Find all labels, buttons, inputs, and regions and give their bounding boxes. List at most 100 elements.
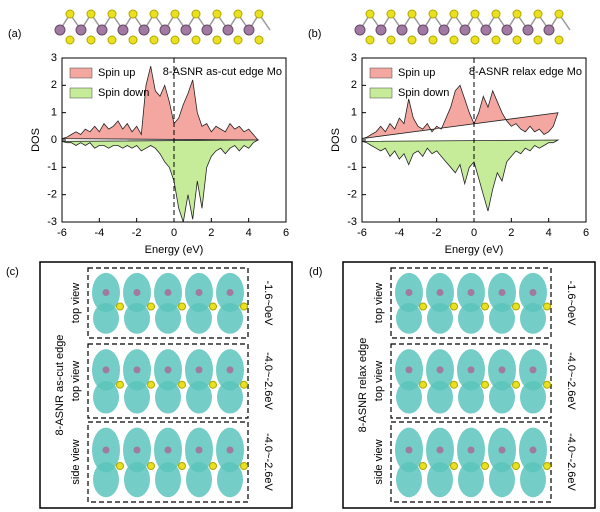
panel-title: 8-ASNR as-cut edge <box>54 335 66 436</box>
atom-s <box>116 380 124 389</box>
y-tick-label: 3 <box>351 52 357 64</box>
y-tick-label: 2 <box>351 79 357 91</box>
view-label: top view <box>373 361 385 401</box>
atom-mo <box>243 24 255 36</box>
atom-s <box>233 9 243 19</box>
atom-mo <box>96 24 108 36</box>
atom-s <box>450 302 458 311</box>
atom-mo <box>467 289 475 296</box>
panel-label: (a) <box>8 28 21 40</box>
charge-density <box>520 303 546 334</box>
atom-s <box>116 462 124 470</box>
dos-area <box>361 84 559 139</box>
charge-density <box>217 303 243 334</box>
atom-mo <box>159 24 171 36</box>
x-axis-label: Energy (eV) <box>445 244 504 256</box>
atom-s <box>449 9 459 19</box>
panel-frame <box>342 261 596 509</box>
y-tick-label: -2 <box>347 189 357 201</box>
atom-s <box>233 35 243 45</box>
atom-s <box>554 35 564 45</box>
atom-s <box>149 35 159 45</box>
legend-label: Spin down <box>98 87 149 99</box>
atom-s <box>240 462 248 470</box>
atom-s <box>407 35 417 45</box>
atom-s <box>512 462 520 470</box>
atom-s <box>533 9 543 19</box>
atom-mo <box>164 446 172 454</box>
dos-area <box>61 66 259 141</box>
charge-density <box>217 462 243 498</box>
atom-s <box>512 35 522 45</box>
legend-swatch <box>369 87 393 99</box>
legend-swatch <box>69 67 93 79</box>
charge-density <box>427 303 453 334</box>
charge-density <box>93 381 119 414</box>
atom-s <box>512 380 520 389</box>
panel-label: (b) <box>308 28 321 40</box>
energy-label: -1.6~0eV <box>262 281 274 327</box>
atom-mo <box>354 24 366 36</box>
atom-s <box>419 380 427 389</box>
atom-mo <box>480 24 492 36</box>
atom-s <box>470 9 480 19</box>
y-tick-label: 1 <box>351 107 357 119</box>
legend-label: Spin down <box>398 87 449 99</box>
atom-mo <box>102 366 110 374</box>
atom-mo <box>133 446 141 454</box>
energy-label: -4.0~-2.6eV <box>565 352 577 410</box>
charge-density <box>396 381 422 414</box>
atom-s <box>419 462 427 470</box>
x-tick-label: 6 <box>583 227 589 239</box>
atom-s <box>419 302 427 311</box>
atom-s <box>86 9 96 19</box>
atom-mo <box>102 446 110 454</box>
atom-s <box>107 9 117 19</box>
x-tick-label: 4 <box>246 227 252 239</box>
charge-density <box>186 381 212 414</box>
atom-mo <box>201 24 213 36</box>
atom-s <box>512 302 520 311</box>
atom-mo <box>498 446 506 454</box>
atom-mo <box>54 24 66 36</box>
panel-frame <box>39 261 293 509</box>
atom-s <box>212 9 222 19</box>
atom-s <box>212 35 222 45</box>
x-tick-label: -2 <box>132 227 142 239</box>
atom-mo <box>222 24 234 36</box>
charge-density <box>458 381 484 414</box>
atom-mo <box>436 446 444 454</box>
atom-s <box>554 9 564 19</box>
atom-mo <box>226 289 234 296</box>
charge-density <box>427 462 453 498</box>
dos-area <box>361 139 560 212</box>
atom-s <box>147 462 155 470</box>
atom-s <box>178 462 186 470</box>
atom-mo <box>195 366 203 374</box>
annotation: 8-ASNR relax edge Mo <box>469 66 582 78</box>
energy-label: -4.0~-2.6eV <box>262 433 274 491</box>
y-tick-label: 3 <box>51 52 57 64</box>
atom-mo <box>529 446 537 454</box>
y-tick-label: 0 <box>351 134 357 146</box>
atom-s <box>543 462 551 470</box>
x-tick-label: 4 <box>546 227 552 239</box>
panel-label: (d) <box>309 266 322 278</box>
x-tick-label: -4 <box>394 227 404 239</box>
view-label: top view <box>70 283 82 323</box>
panel-label: (c) <box>6 266 19 278</box>
charge-density <box>124 303 150 334</box>
charge-density <box>155 303 181 334</box>
dos-area <box>61 139 260 223</box>
atom-s <box>178 380 186 389</box>
atom-s <box>147 302 155 311</box>
charge-density <box>458 303 484 334</box>
energy-label: -4.0~-2.6eV <box>565 433 577 491</box>
charge-density <box>124 462 150 498</box>
atom-mo <box>501 24 513 36</box>
charge-density <box>155 381 181 414</box>
atom-s <box>209 302 217 311</box>
atom-s <box>512 9 522 19</box>
atom-mo <box>138 24 150 36</box>
atom-s <box>128 35 138 45</box>
